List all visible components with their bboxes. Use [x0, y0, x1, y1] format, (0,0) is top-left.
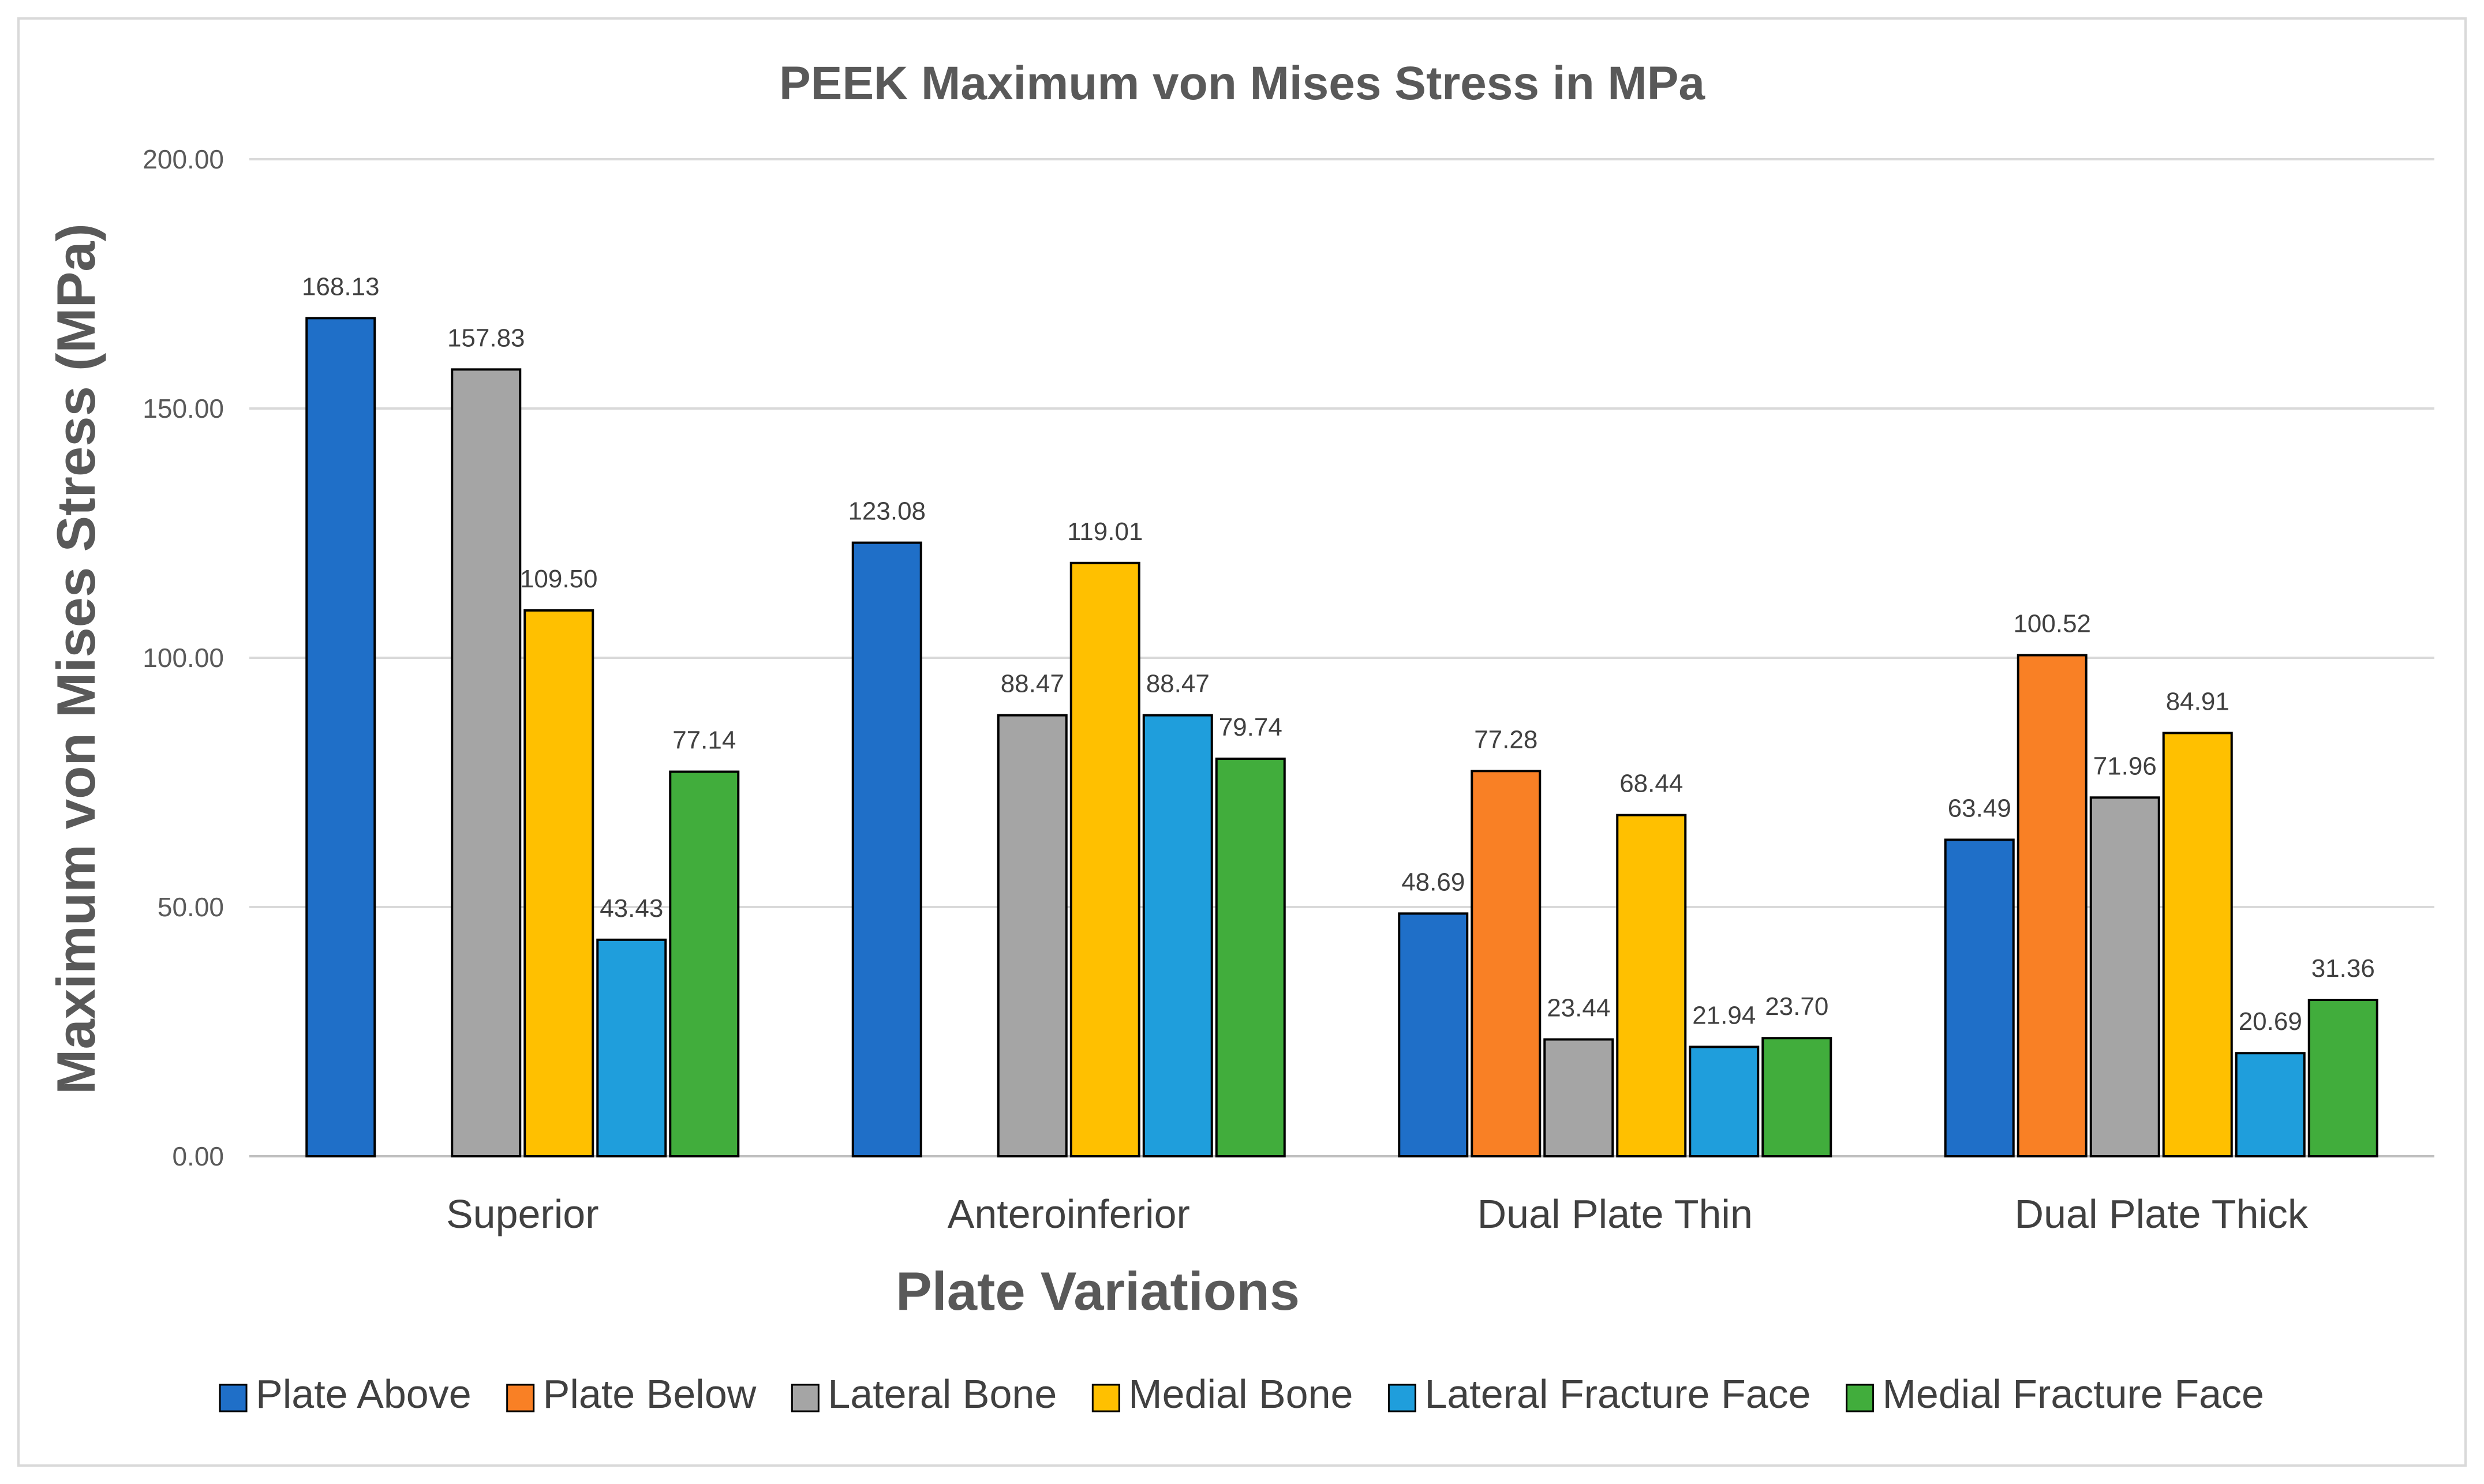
x-category-label: Dual Plate Thin	[1477, 1191, 1753, 1236]
bars	[305, 317, 2378, 1158]
y-tick-label: 200.00	[143, 144, 224, 174]
bar	[523, 609, 594, 1158]
bar	[2162, 732, 2233, 1157]
bar	[1761, 1037, 1832, 1158]
bar	[2089, 796, 2160, 1157]
legend-item: Medial Bone	[1091, 1371, 1353, 1416]
y-tick-label: 150.00	[143, 394, 224, 424]
data-label: 88.47	[1001, 670, 1064, 698]
data-label: 68.44	[1619, 770, 1683, 798]
x-axis-categories: Superior Anteroinferior Dual Plate Thin Dua…	[446, 1191, 2309, 1236]
bar	[1142, 714, 1213, 1157]
legend-item: Plate Below	[506, 1371, 757, 1416]
data-label: 31.36	[2311, 954, 2375, 983]
bar	[851, 541, 922, 1158]
y-axis-ticks: 0.00 50.00 100.00 150.00 200.00	[143, 144, 224, 1171]
x-axis-title: Plate Variations	[896, 1261, 1300, 1321]
legend-swatch	[1091, 1384, 1120, 1412]
bar	[2307, 999, 2378, 1157]
legend-swatch	[506, 1384, 535, 1412]
bar	[1689, 1045, 1760, 1157]
legend-item: Lateral Fracture Face	[1387, 1371, 1811, 1416]
legend-item: Plate Above	[219, 1371, 472, 1416]
legend-swatch	[791, 1384, 820, 1412]
data-label: 123.08	[848, 497, 926, 526]
data-label: 77.28	[1474, 725, 1537, 754]
bar	[1471, 770, 1542, 1157]
data-label: 23.44	[1547, 994, 1610, 1022]
data-label: 21.94	[1692, 1001, 1756, 1029]
legend-label: Plate Below	[543, 1371, 757, 1416]
data-label: 71.96	[2093, 752, 2157, 780]
bar	[1944, 838, 2015, 1157]
bar	[1616, 814, 1687, 1157]
bar	[1543, 1038, 1614, 1157]
x-category-label: Superior	[446, 1191, 599, 1236]
legend-label: Lateral Fracture Face	[1424, 1371, 1810, 1416]
data-label: 43.43	[600, 894, 663, 923]
data-label: 20.69	[2239, 1007, 2302, 1036]
bar	[669, 770, 740, 1157]
data-label: 119.01	[1067, 518, 1143, 546]
data-labels: 168.13 157.83 109.50 43.43 77.14 123.08 88.47 1…	[302, 272, 2375, 1036]
data-label: 23.70	[1765, 992, 1828, 1021]
bar	[451, 368, 522, 1158]
bar	[305, 317, 376, 1157]
data-label: 157.83	[447, 324, 525, 352]
bar	[596, 938, 667, 1157]
y-axis-title: Maximum von Mises Stress (MPa)	[46, 223, 106, 1095]
data-label: 88.47	[1146, 670, 1210, 698]
y-tick-label: 0.00	[172, 1141, 224, 1171]
legend-label: Medial Bone	[1128, 1371, 1353, 1416]
legend-swatch	[219, 1384, 248, 1412]
legend-swatch	[1387, 1384, 1416, 1412]
legend-item: Lateral Bone	[791, 1371, 1057, 1416]
data-label: 100.52	[2013, 610, 2091, 638]
bar	[1069, 561, 1140, 1158]
chart-title: PEEK Maximum von Mises Stress in MPa	[779, 57, 1705, 110]
legend-label: Medial Fracture Face	[1883, 1371, 2264, 1416]
bar	[1398, 912, 1469, 1157]
legend-label: Plate Above	[256, 1371, 472, 1416]
y-tick-label: 50.00	[158, 892, 224, 922]
legend-label: Lateral Bone	[828, 1371, 1057, 1416]
x-category-label: Anteroinferior	[948, 1191, 1190, 1236]
legend-item: Medial Fracture Face	[1846, 1371, 2264, 1416]
y-tick-label: 100.00	[143, 643, 224, 673]
data-label: 79.74	[1219, 713, 1282, 741]
data-label: 84.91	[2166, 687, 2229, 715]
legend-swatch	[1846, 1384, 1875, 1412]
data-label: 168.13	[302, 272, 380, 301]
bar	[2017, 654, 2088, 1157]
bar	[997, 714, 1068, 1157]
data-label: 63.49	[1948, 794, 2011, 822]
x-category-label: Dual Plate Thick	[2015, 1191, 2309, 1236]
data-label: 77.14	[672, 726, 736, 755]
bar	[2235, 1052, 2306, 1157]
bar	[1215, 758, 1286, 1157]
data-label: 109.50	[520, 565, 598, 593]
data-label: 48.69	[1401, 868, 1465, 896]
legend: Plate Above Plate Below Lateral Bone Medial…	[219, 1371, 2264, 1416]
